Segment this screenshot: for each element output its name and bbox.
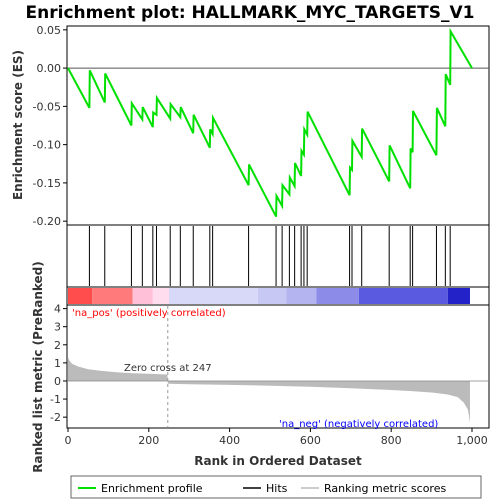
legend-label-ranking-metric: Ranking metric scores — [324, 482, 446, 495]
es-panel: 0.05 0.00 -0.05 -0.10 -0.15 -0.20 Enrichment … — [11, 24, 490, 228]
color-bar-segment — [92, 288, 133, 304]
metric-panel: 4 3 2 1 0 -1 -2 0 200 400 600 800 1,000 Zero cross … — [31, 261, 490, 473]
metric-x-tick-label: 800 — [381, 434, 402, 447]
rank-color-bar — [66, 286, 490, 306]
metric-y-tick-label: -2 — [50, 411, 61, 424]
enrichment-profile-line — [67, 27, 473, 218]
metric-x-tick-label: 400 — [219, 434, 240, 447]
es-y-tick-label: -0.10 — [33, 139, 61, 152]
metric-x-tick-label: 1,000 — [456, 434, 488, 447]
hit-marks — [88, 226, 451, 286]
metric-y-tick-label: 1 — [54, 357, 61, 370]
color-bar-segment — [152, 288, 169, 304]
es-y-axis-label: Enrichment score (ES) — [11, 50, 25, 200]
legend-label-enrichment-profile: Enrichment profile — [101, 482, 203, 495]
color-bar-segment — [358, 288, 448, 304]
metric-y-tick-label: 3 — [54, 321, 61, 334]
negative-correlation-label: 'na_neg' (negatively correlated) — [279, 419, 438, 430]
color-bar-segment — [68, 288, 93, 304]
zero-cross-label: Zero cross at 247 — [124, 363, 212, 374]
es-y-axis: 0.05 0.00 -0.05 -0.10 -0.15 -0.20 — [33, 24, 67, 228]
metric-x-axis: 0 200 400 600 800 1,000 — [65, 428, 488, 447]
color-bar-segment — [447, 288, 470, 304]
metric-x-tick-label: 0 — [65, 434, 72, 447]
chart-title: Enrichment plot: HALLMARK_MYC_TARGETS_V1 — [26, 3, 475, 23]
es-y-tick-label: -0.15 — [33, 177, 61, 190]
metric-x-tick-label: 600 — [300, 434, 321, 447]
metric-y-tick-label: 4 — [54, 303, 61, 316]
metric-y-tick-label: 2 — [54, 339, 61, 352]
color-bar-segment — [169, 288, 258, 304]
color-bar-segment — [286, 288, 317, 304]
metric-x-axis-label: Rank in Ordered Dataset — [194, 454, 362, 468]
es-y-tick-label: 0.00 — [37, 62, 62, 75]
es-y-tick-label: 0.05 — [37, 24, 62, 37]
color-bar-segment — [132, 288, 153, 304]
legend: Enrichment profile Hits Ranking metric s… — [70, 475, 482, 499]
color-bar-segments — [68, 288, 470, 304]
positive-correlation-label: 'na_pos' (positively correlated) — [72, 308, 226, 319]
color-bar-segment — [257, 288, 287, 304]
es-y-tick-label: -0.20 — [33, 215, 61, 228]
hits-frame — [66, 224, 490, 288]
es-plot-frame — [66, 25, 490, 226]
metric-y-tick-label: 0 — [54, 375, 61, 388]
metric-y-axis: 4 3 2 1 0 -1 -2 — [50, 303, 67, 424]
hits-panel — [66, 224, 490, 288]
color-bar-segment — [316, 288, 359, 304]
metric-y-tick-label: -1 — [50, 393, 61, 406]
legend-label-hits: Hits — [266, 482, 288, 495]
metric-x-tick-label: 200 — [138, 434, 159, 447]
legend-frame — [70, 475, 482, 499]
es-y-tick-label: -0.05 — [33, 100, 61, 113]
metric-y-axis-label: Ranked list metric (PreRanked) — [31, 261, 45, 473]
metric-plot-frame — [66, 304, 490, 429]
